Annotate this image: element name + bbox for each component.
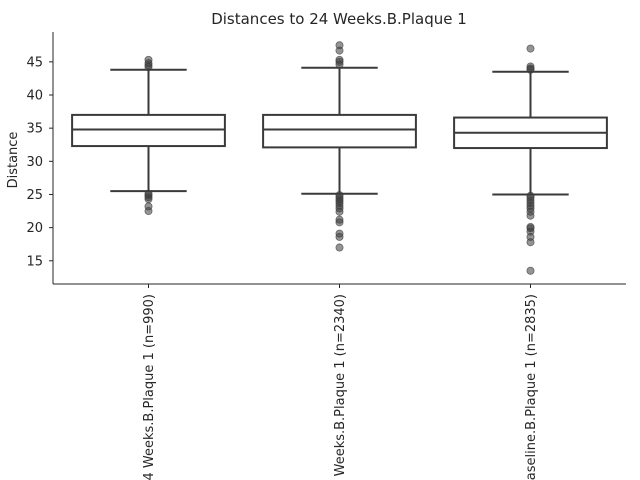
- outlier-point: [335, 191, 344, 200]
- outlier-point: [526, 191, 535, 200]
- box-group: [71, 55, 226, 216]
- x-tick-label: 12 Weeks.B.Plaque 1 (n=2340): [333, 294, 348, 480]
- x-tick-label: 24 Weeks.B.Plaque 1 (n=990): [142, 294, 157, 480]
- outlier-point: [335, 229, 344, 238]
- y-tick-label: 15: [26, 254, 43, 269]
- box-group: [262, 41, 417, 252]
- y-tick-label: 20: [26, 221, 43, 236]
- interquartile-box: [262, 113, 417, 149]
- outlier-point: [144, 202, 153, 211]
- box-series: [71, 41, 608, 275]
- y-tick-label: 30: [26, 155, 43, 170]
- outlier-point: [335, 215, 344, 224]
- outlier-point: [526, 222, 535, 231]
- y-tick-label: 35: [26, 122, 43, 137]
- x-axis-tick-labels: 24 Weeks.B.Plaque 1 (n=990) 12 Weeks.B.Pl…: [142, 284, 539, 480]
- y-tick-label: 40: [26, 89, 43, 104]
- y-tick-label: 45: [26, 55, 43, 70]
- outlier-point: [335, 243, 344, 252]
- outlier-point: [526, 44, 535, 53]
- outlier-point: [144, 189, 153, 198]
- outlier-point: [526, 62, 535, 71]
- outlier-point: [144, 55, 153, 64]
- chart-title: Distances to 24 Weeks.B.Plaque 1: [211, 10, 467, 28]
- y-axis-title: Distance: [6, 132, 21, 189]
- x-tick-label: Baseline.B.Plaque 1 (n=2835): [524, 294, 539, 480]
- outlier-point: [335, 55, 344, 64]
- box-group: [453, 44, 608, 275]
- y-tick-label: 25: [26, 188, 43, 203]
- outlier-point: [526, 266, 535, 275]
- outlier-point: [335, 41, 344, 50]
- y-axis-ticks: 15 20 25 30 35 40 45: [26, 55, 53, 269]
